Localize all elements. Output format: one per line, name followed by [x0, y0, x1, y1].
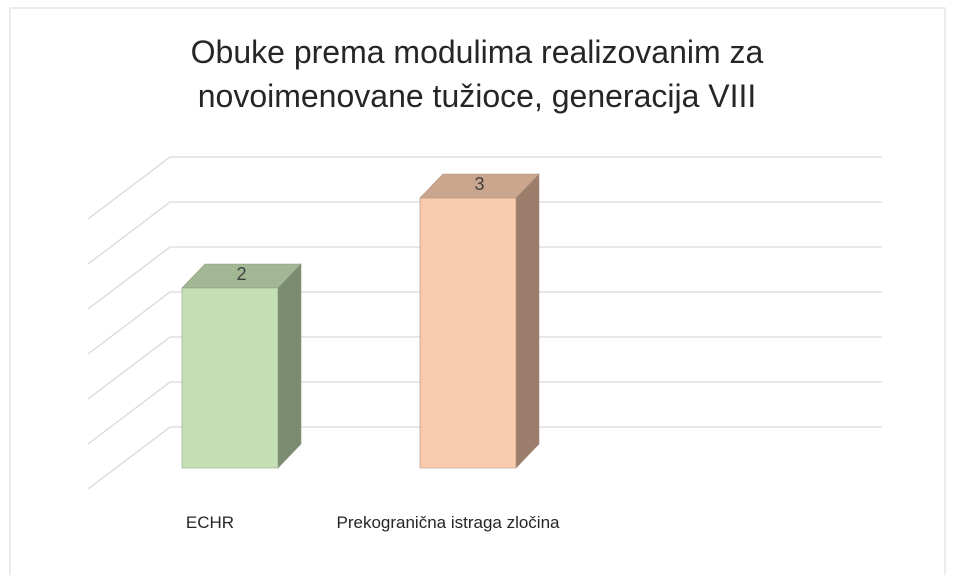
grid-line [87, 156, 882, 220]
grid-line [87, 381, 882, 445]
bar [419, 173, 540, 469]
bar-side [515, 173, 540, 469]
x-tick-label: Prekogranična istraga zločina [336, 513, 560, 532]
bar-front [181, 287, 279, 469]
grid-line [87, 201, 882, 265]
data-label: 3 [474, 174, 484, 194]
grid-line [87, 246, 882, 310]
grid-line [87, 291, 882, 355]
bar-side [277, 263, 302, 469]
bar [181, 263, 302, 469]
bar-front [419, 197, 517, 469]
x-tick-label: ECHR [185, 513, 235, 532]
grid-line [87, 426, 882, 490]
chart-title: Obuke prema modulima realizovanim za nov… [190, 34, 764, 114]
data-label: 2 [236, 264, 246, 284]
grid-line [87, 336, 882, 400]
chart-border [9, 7, 946, 575]
